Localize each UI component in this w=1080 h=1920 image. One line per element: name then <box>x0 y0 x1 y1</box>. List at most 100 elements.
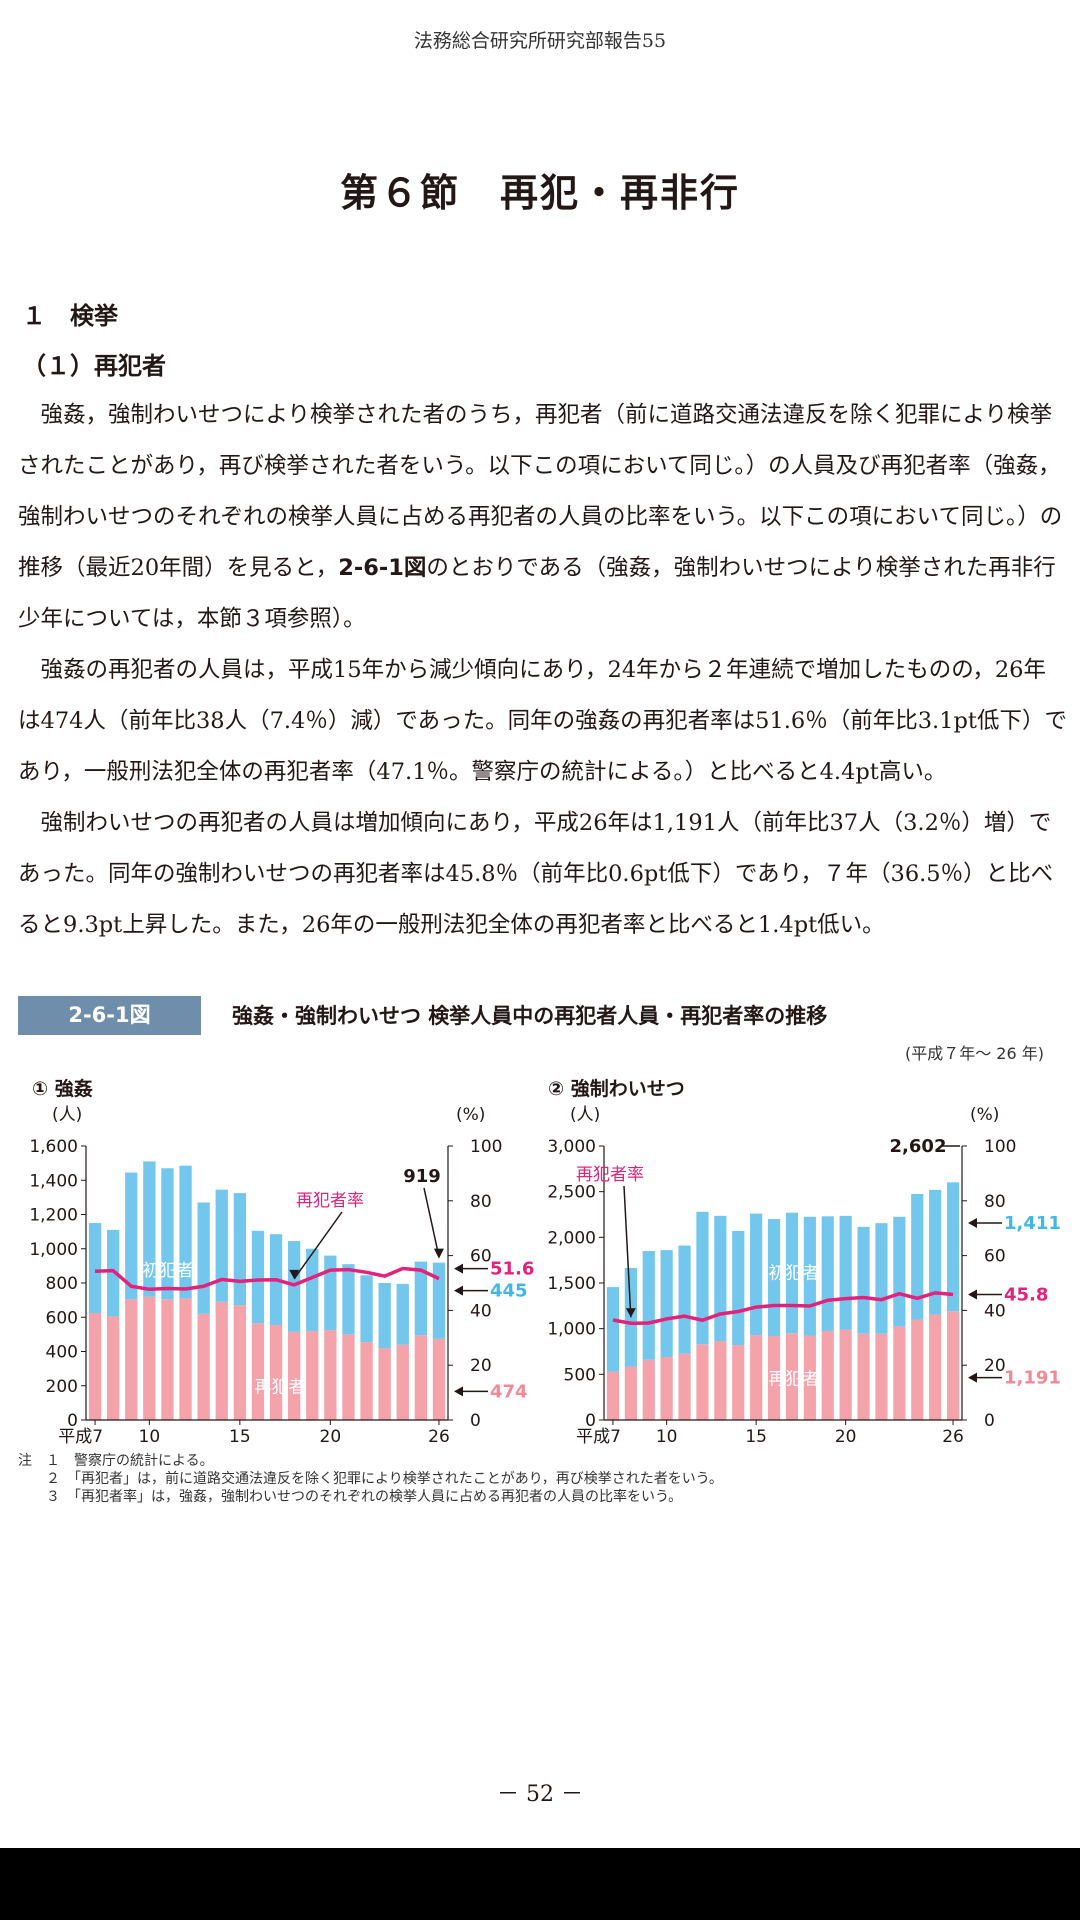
bar-first-offender <box>161 1168 174 1300</box>
bar-repeat-offender <box>233 1305 247 1420</box>
bar-repeat-offender <box>660 1356 673 1420</box>
note-2: ２ 「再犯者」は，前に道路交通法違反を除く犯罪により検挙されたことがあり，再び検… <box>18 1471 723 1487</box>
note-3: ３ 「再犯者率」は，強姦，強制わいせつのそれぞれの検挙人員に占める再犯者の人員の… <box>18 1489 683 1505</box>
repeat-offender-last-value: 474 <box>490 1381 528 1402</box>
x-tick-label: 平成7 <box>58 1427 103 1447</box>
running-header: 法務総合研究所研究部報告55 <box>413 30 667 52</box>
bar-first-offender <box>88 1223 102 1313</box>
x-tick-label: 10 <box>656 1427 678 1447</box>
first-offender-last-value: 445 <box>490 1281 528 1302</box>
bar-repeat-offender <box>197 1313 210 1420</box>
bar-repeat-offender <box>803 1335 816 1420</box>
right-tick-label: 100 <box>984 1137 1016 1157</box>
left-tick-label: 1,500 <box>547 1274 596 1294</box>
rate-line <box>94 1266 440 1292</box>
right-tick-label: 100 <box>470 1137 502 1157</box>
right-tick-label: 20 <box>470 1356 492 1376</box>
bar-first-offender <box>893 1216 906 1327</box>
bar-repeat-offender <box>893 1326 906 1420</box>
x-tick-label: 15 <box>745 1427 767 1447</box>
bar-repeat-offender <box>306 1330 319 1420</box>
left-tick-label: 400 <box>46 1343 78 1363</box>
left-tick-label: 2,000 <box>547 1228 596 1248</box>
rate-last-value: 51.6 <box>490 1259 534 1280</box>
heading-1: １ 検挙 <box>22 302 118 330</box>
bar-first-offender <box>606 1287 620 1372</box>
bar-repeat-offender <box>732 1345 745 1420</box>
figure-reference: 2-6-1図 <box>338 555 427 581</box>
bar-first-offender <box>125 1172 138 1300</box>
right-tick-label: 60 <box>470 1247 492 1267</box>
bar-repeat-offender <box>251 1323 265 1420</box>
right-axis-unit: (%) <box>970 1105 999 1125</box>
repeat-offender-last-arrow-head <box>454 1386 463 1397</box>
chart-2-title: ② 強制わいせつ <box>548 1078 685 1100</box>
rate-arrow-head <box>289 1269 300 1279</box>
rate-arrow-head <box>625 1308 636 1318</box>
bar-first-offender <box>179 1165 192 1299</box>
right-tick-label: 60 <box>984 1247 1006 1267</box>
x-tick-label: 20 <box>835 1427 857 1447</box>
paragraph-3: 強制わいせつの再犯者の人員は増加傾向にあり，平成26年は1,191人（前年比37… <box>18 810 1054 938</box>
left-tick-label: 1,600 <box>29 1137 78 1157</box>
right-axis-unit: (%) <box>456 1105 485 1125</box>
rate-last-value: 45.8 <box>1004 1285 1048 1306</box>
rate-line <box>612 1291 954 1326</box>
paragraph-1: 強姦，強制わいせつにより検挙された者のうち，再犯者（前に道路交通法違反を除く犯罪… <box>18 390 1068 645</box>
bar-repeat-offender <box>324 1330 337 1420</box>
paragraph-1-text-a: 強姦，強制わいせつにより検挙された者のうち，再犯者（前に道路交通法違反を除く犯罪… <box>18 402 1063 581</box>
chart-indecent-assault: (人) (%) 0 500 1,000 1,500 2,000 2,500 3,000 0 20 40… <box>547 1105 1061 1447</box>
left-axis-unit: (人) <box>570 1105 600 1125</box>
bar-repeat-offender <box>269 1324 283 1420</box>
bar-first-offender <box>946 1182 960 1312</box>
bar-repeat-offender <box>857 1333 870 1420</box>
bar-first-offender <box>251 1230 265 1324</box>
left-tick-label: 0 <box>67 1411 78 1431</box>
left-tick-label: 0 <box>585 1411 596 1431</box>
rate-arrow-line <box>623 1185 632 1318</box>
right-tick-label: 40 <box>984 1301 1006 1321</box>
bar-repeat-offender <box>414 1335 428 1420</box>
label-total-last: 919 <box>403 1166 441 1187</box>
bar-repeat-offender <box>714 1340 727 1420</box>
left-tick-label: 1,000 <box>29 1240 78 1260</box>
bar-first-offender <box>414 1261 428 1336</box>
bar-repeat-offender <box>642 1359 655 1420</box>
bar-repeat-offender <box>929 1314 942 1420</box>
bar-repeat-offender <box>432 1338 446 1420</box>
rate-arrow-line <box>293 1211 343 1280</box>
right-tick-label: 0 <box>470 1411 481 1431</box>
notes: 注 １ 警察庁の統計による。 ２ 「再犯者」は，前に道路交通法違反を除く犯罪によ… <box>18 1452 723 1506</box>
bar-repeat-offender <box>875 1333 888 1420</box>
paragraph-2: 強姦の再犯者の人員は，平成15年から減少傾向にあり，24年から２年連続で増加した… <box>18 657 1067 785</box>
body-text: 強姦，強制わいせつにより検挙された者のうち，再犯者（前に道路交通法違反を除く犯罪… <box>18 390 1068 951</box>
repeat-offender-last-arrow-head <box>968 1372 977 1383</box>
bar-first-offender <box>342 1264 355 1335</box>
first-offender-last-arrow-head <box>454 1285 463 1296</box>
figure-period: (平成７年～ 26 年) <box>904 1044 1044 1063</box>
chart-rape: (人) (%) 0 200 400 600 800 1,000 1,200 1,400 1,600 0… <box>29 1105 534 1447</box>
bar-first-offender <box>106 1229 120 1317</box>
x-tick-label: 26 <box>942 1427 964 1447</box>
bar-first-offender <box>678 1245 691 1354</box>
left-tick-label: 600 <box>46 1308 78 1328</box>
label-rate: 再犯者率 <box>576 1165 644 1185</box>
bar-first-offender <box>714 1215 727 1341</box>
bar-repeat-offender <box>750 1335 763 1420</box>
bar-first-offender <box>197 1202 210 1314</box>
figure-title: 強姦・強制わいせつ 検挙人員中の再犯者人員・再犯者率の推移 <box>232 1004 828 1028</box>
label-total-last: 2,602 <box>890 1136 947 1157</box>
x-tick-label: 15 <box>229 1427 251 1447</box>
heading-2: （１）再犯者 <box>22 352 166 380</box>
paragraph-1-text-b: のとおりである（強姦，強制わいせつにより検挙された再非行少年については，本節３項… <box>18 555 1056 632</box>
bar-repeat-offender <box>606 1371 620 1420</box>
right-tick-label: 80 <box>470 1192 492 1212</box>
bar-repeat-offender <box>287 1331 301 1420</box>
bar-repeat-offender <box>911 1319 924 1420</box>
x-tick-label: 20 <box>320 1427 342 1447</box>
bar-first-offender <box>642 1251 655 1360</box>
bar-repeat-offender <box>106 1316 120 1420</box>
bar-first-offender <box>324 1255 337 1331</box>
rate-last-arrow-head <box>968 1289 977 1300</box>
right-tick-label: 0 <box>984 1411 995 1431</box>
